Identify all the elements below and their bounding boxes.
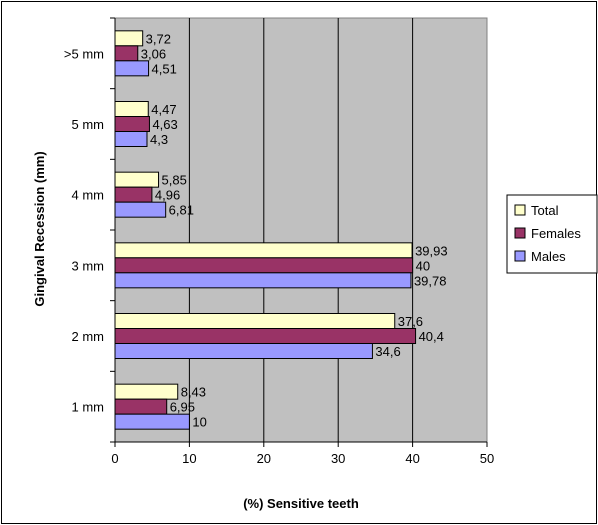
x-tick-label: 20: [257, 451, 271, 466]
data-label: 6,95: [170, 400, 195, 415]
bar-total: [114, 30, 144, 47]
legend-label: Females: [531, 226, 581, 241]
data-label: 37,6: [398, 314, 423, 329]
data-label: 5,85: [162, 173, 187, 188]
bar-females: [114, 116, 150, 132]
data-label: 4,63: [152, 117, 177, 132]
data-label: 4,96: [155, 188, 180, 203]
bar-total: [114, 101, 149, 117]
bar-males: [114, 272, 412, 289]
bar-males: [114, 343, 373, 359]
bar-total: [114, 171, 160, 188]
bar-females: [114, 257, 414, 274]
bar-males: [114, 201, 167, 218]
x-tick-label: 30: [331, 451, 345, 466]
legend: Total Females Males: [506, 194, 598, 274]
data-label: 39,93: [415, 243, 448, 258]
bar-total: [114, 242, 413, 259]
bar-total: [114, 313, 396, 329]
bar-males: [114, 413, 190, 430]
data-label: 40: [416, 258, 430, 273]
data-labels: 8,436,951037,640,434,639,934039,785,854,…: [141, 31, 448, 429]
data-label: 4,51: [152, 61, 177, 76]
bar-females: [114, 398, 168, 415]
bar-males: [114, 60, 150, 77]
y-tick-label: >5 mm: [64, 46, 104, 61]
data-label: 34,6: [375, 344, 400, 359]
y-axis-title: Gingival Recession (mm): [32, 151, 47, 306]
bar-females: [114, 45, 139, 62]
data-label: 6,81: [169, 203, 194, 218]
bars: [114, 30, 417, 430]
x-axis-title: (%) Sensitive teeth: [243, 496, 359, 511]
y-tick-label: 2 mm: [72, 329, 105, 344]
legend-swatch-total: [514, 204, 526, 216]
y-tick-label: 4 mm: [72, 188, 105, 203]
bar-females: [114, 328, 417, 344]
x-axis-ticks: 0 10 20 30 40 50: [111, 442, 494, 466]
bar-females: [114, 186, 153, 203]
data-label: 3,72: [146, 31, 171, 46]
legend-label: Total: [531, 203, 559, 218]
y-tick-label: 3 mm: [72, 258, 105, 273]
data-label: 40,4: [419, 329, 444, 344]
bar-total: [114, 383, 179, 400]
data-label: 10: [192, 415, 206, 430]
legend-label: Males: [531, 249, 566, 264]
data-label: 3,06: [141, 46, 166, 61]
y-axis-ticks: 1 mm 2 mm 3 mm 4 mm 5 mm >5 mm: [64, 17, 115, 443]
data-label: 4,3: [150, 132, 168, 147]
y-tick-label: 1 mm: [72, 400, 105, 415]
x-tick-label: 50: [480, 451, 494, 466]
data-label: 8,43: [181, 385, 206, 400]
plot-area: [114, 17, 488, 443]
x-tick-label: 10: [182, 451, 196, 466]
legend-swatch-females: [514, 227, 526, 239]
data-label: 4,47: [151, 102, 176, 117]
bar-males: [114, 131, 148, 147]
y-tick-label: 5 mm: [72, 117, 105, 132]
x-tick-label: 40: [405, 451, 419, 466]
legend-swatch-males: [514, 250, 526, 262]
x-tick-label: 0: [111, 451, 118, 466]
data-label: 39,78: [414, 273, 447, 288]
